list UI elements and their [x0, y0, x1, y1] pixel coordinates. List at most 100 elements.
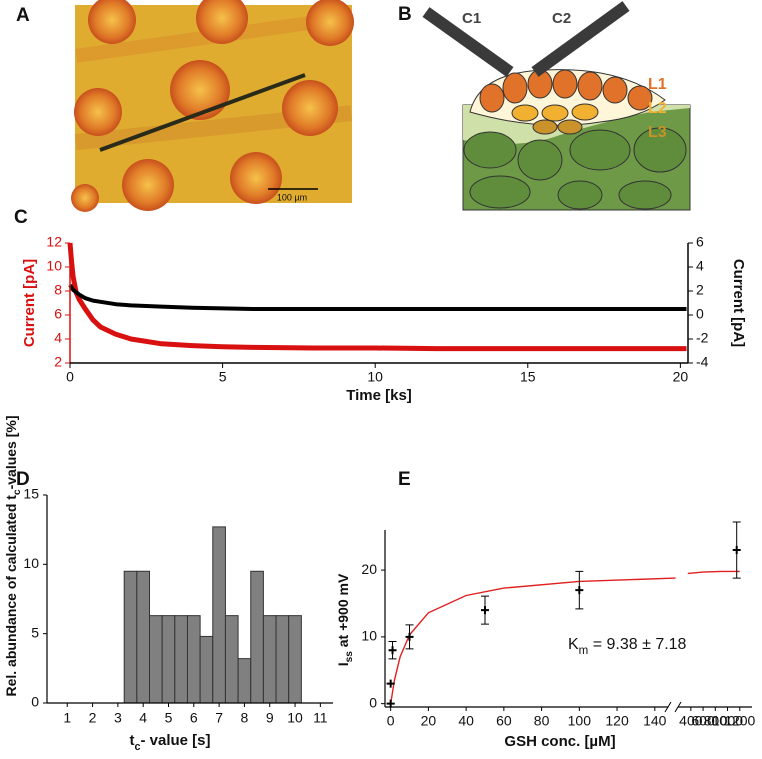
layer-label: L3: [648, 124, 667, 141]
y-axis-title-part: ss: [344, 651, 355, 663]
micrograph: 100 µm: [71, 0, 354, 212]
y2-tick-label: 0: [696, 306, 704, 322]
y2-tick-label: -4: [696, 354, 709, 370]
annotation-part: K: [568, 636, 579, 653]
y-axis-title: Rel. abundance of calculated tc-values […: [3, 415, 23, 696]
bar: [224, 615, 239, 704]
bar: [161, 615, 176, 704]
x-tick-label: 8: [241, 710, 249, 726]
bar: [275, 615, 290, 704]
x-tick-label: 10: [367, 369, 383, 385]
bar: [149, 615, 163, 704]
y2-tick-label: 4: [696, 258, 704, 274]
bar: [250, 570, 264, 704]
y2-tick-label: -2: [696, 330, 709, 346]
y-tick-label: 12: [46, 234, 62, 250]
panel-label: D: [16, 469, 30, 490]
annotation-part: m: [579, 645, 589, 657]
y2-axis-title: Current [pA]: [730, 259, 747, 347]
x-tick-label: 20: [673, 369, 689, 385]
panel-label: C: [14, 207, 28, 228]
x-tick-label: 1: [63, 710, 71, 726]
annotation: Km = 9.38 ± 7.18: [568, 636, 687, 657]
y-tick-label: 0: [31, 694, 39, 710]
electrode-label: C1: [462, 10, 481, 27]
y-tick-label: 20: [361, 561, 377, 577]
bar: [262, 615, 277, 704]
panel-label: A: [16, 5, 30, 26]
x-tick-label: 40: [458, 713, 474, 729]
fit-curve: [390, 570, 740, 704]
x-tick-label: 80: [534, 713, 550, 729]
x-tick-label: 10: [287, 710, 303, 726]
x-tick-label: 11: [313, 710, 328, 726]
y-tick-label: 6: [54, 306, 62, 322]
bar: [174, 615, 188, 704]
x-tick-label: 2: [89, 710, 97, 726]
data-point: [575, 586, 584, 595]
bar: [186, 615, 201, 704]
data-point: [405, 632, 414, 641]
panel-label: B: [398, 4, 412, 25]
y-axis-title: Iss at +900 mV: [335, 573, 355, 666]
y-axis-title-part: -values [%]: [3, 415, 19, 489]
x-tick-label: 6: [190, 710, 198, 726]
x-tick-label: 5: [219, 369, 227, 385]
y-tick-label: 10: [46, 258, 62, 274]
panel-label: E: [398, 469, 411, 490]
x-tick-label: 100: [568, 713, 592, 729]
bar: [288, 615, 302, 704]
x-tick-label: 4: [139, 710, 147, 726]
y2-tick-label: 6: [696, 234, 704, 250]
x-tick-label: 400: [679, 713, 703, 729]
axis-break: [674, 701, 682, 713]
bar: [123, 570, 138, 704]
x-tick-label: 5: [165, 710, 173, 726]
y-tick-label: 2: [54, 354, 62, 370]
bar: [199, 635, 214, 704]
y-axis-title-part: c: [12, 489, 23, 495]
x-tick-label: 15: [520, 369, 536, 385]
y-tick-label: 15: [23, 486, 39, 502]
x-axis-title-part: - value [s]: [140, 732, 210, 749]
y-axis-title-part: I: [335, 662, 351, 666]
y-axis-title-part: Rel. abundance of calculated t: [3, 495, 19, 697]
bar: [136, 570, 151, 704]
x-tick-label: 20: [421, 713, 437, 729]
y-tick-label: 0: [369, 694, 377, 710]
x-axis-title-part: c: [134, 741, 140, 753]
y-tick-label: 10: [23, 555, 39, 571]
tissue-diagram: C1 C2 L1 L2 L3: [422, 1, 691, 211]
electrode-label: C2: [552, 10, 571, 27]
y-tick-label: 4: [54, 330, 62, 346]
layer-label: L2: [648, 100, 667, 117]
annotation-part: = 9.38 ± 7.18: [588, 636, 686, 653]
y-tick-label: 8: [54, 282, 62, 298]
data-point: [388, 646, 397, 655]
y-tick-label: 10: [361, 628, 377, 644]
scale-bar-label: 100 µm: [277, 192, 307, 202]
x-axis-title: tc- value [s]: [129, 732, 210, 753]
y-axis-title: Current [pA]: [21, 259, 38, 347]
bar: [237, 658, 252, 704]
x-tick-label: 1000: [712, 713, 743, 729]
y-axis-title-part: at +900 mV: [335, 573, 351, 651]
x-tick-label: 140: [643, 713, 667, 729]
x-axis-title: GSH conc. [µM]: [504, 733, 615, 750]
x-axis-title: Time [ks]: [346, 387, 412, 404]
x-axis-title-part: t: [129, 732, 134, 749]
data-point: [480, 606, 489, 615]
y2-tick-label: 2: [696, 282, 704, 298]
data-point: [386, 679, 395, 688]
data-point: [732, 546, 741, 555]
bar: [212, 526, 226, 704]
x-tick-label: 1200: [724, 713, 755, 729]
x-tick-label: 0: [387, 713, 395, 729]
layer-label: L1: [648, 76, 667, 93]
x-tick-label: 0: [66, 369, 74, 385]
x-tick-label: 60: [496, 713, 512, 729]
x-tick-label: 3: [114, 710, 122, 726]
data-line: [68, 283, 687, 311]
x-tick-label: 7: [215, 710, 223, 726]
